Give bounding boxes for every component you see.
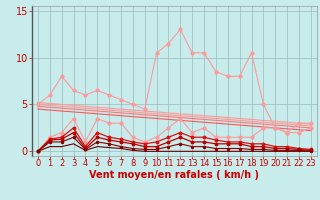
X-axis label: Vent moyen/en rafales ( km/h ): Vent moyen/en rafales ( km/h ) [89,170,260,180]
